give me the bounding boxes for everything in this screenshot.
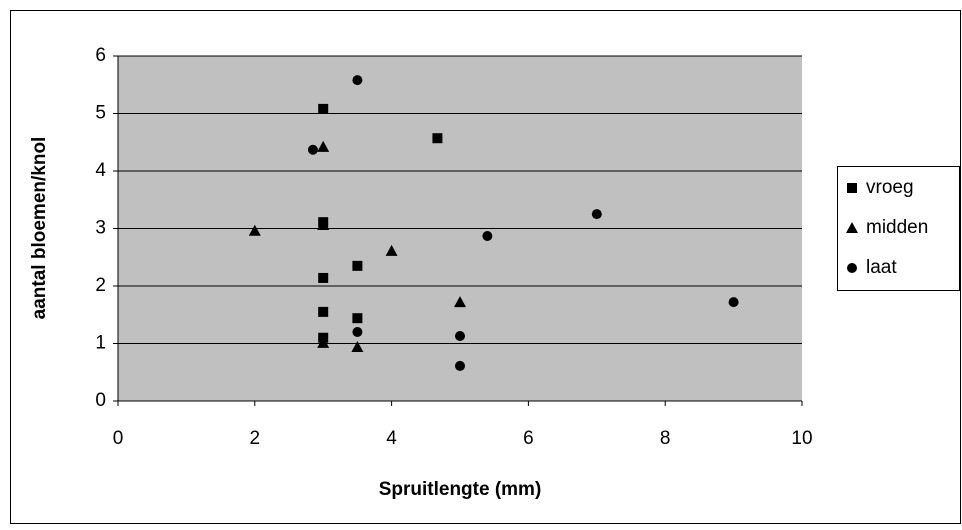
x-tick-label: 0 (113, 428, 124, 449)
y-tick-label: 3 (95, 218, 106, 239)
data-point (352, 313, 363, 324)
x-axis-label: Spruitlengte (mm) (379, 479, 542, 500)
data-point (454, 296, 466, 308)
data-point (352, 327, 363, 337)
data-point (432, 133, 443, 144)
y-tick-label: 6 (95, 45, 106, 66)
data-point (307, 144, 318, 155)
data-point (318, 103, 329, 114)
data-point (317, 219, 330, 231)
data-point (318, 306, 329, 317)
data-point (385, 244, 398, 256)
x-tick-label: 4 (386, 428, 397, 449)
y-axis-label: aantal bloemen/knol (29, 137, 50, 320)
y-tick-label: 1 (95, 333, 106, 354)
legend-label: laat (866, 257, 897, 278)
legend-label: vroeg (866, 177, 914, 198)
x-tick-label: 8 (660, 428, 671, 449)
data-point (591, 209, 602, 220)
y-tick-label: 4 (95, 160, 106, 181)
data-point (728, 297, 739, 308)
y-tick-label: 5 (95, 103, 106, 124)
legend-label: midden (866, 217, 928, 238)
x-tick-label: 2 (250, 428, 261, 449)
x-tick-label: 6 (523, 428, 534, 449)
data-point (482, 230, 493, 241)
legend-marker (847, 183, 857, 193)
data-point (352, 75, 363, 86)
x-tick-label: 10 (791, 428, 812, 449)
data-point (248, 224, 261, 236)
data-point (317, 140, 330, 152)
data-point (318, 272, 329, 283)
data-point (317, 336, 330, 348)
data-point (455, 360, 465, 371)
y-tick-label: 2 (95, 275, 106, 296)
data-point (455, 331, 465, 342)
legend-marker (847, 263, 857, 273)
data-point (352, 260, 363, 271)
data-point (351, 340, 364, 352)
legend-marker (846, 222, 858, 233)
legend-box (837, 166, 960, 291)
y-tick-label: 0 (95, 390, 106, 411)
